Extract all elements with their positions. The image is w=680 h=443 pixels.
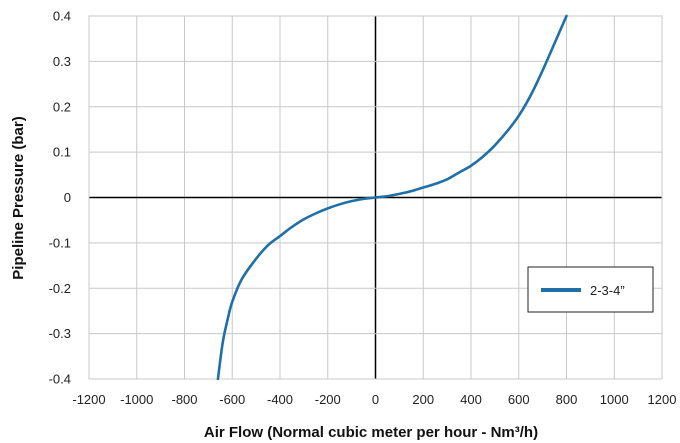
y-tick-label: 0.3	[53, 54, 71, 69]
x-axis-title: Air Flow (Normal cubic meter per hour - …	[204, 424, 538, 441]
x-tick-label: -400	[267, 392, 293, 407]
x-tick-label: -200	[315, 392, 341, 407]
x-tick-label: 0	[372, 392, 379, 407]
y-tick-label: -0.4	[49, 372, 71, 387]
y-tick-label: -0.2	[49, 281, 71, 296]
y-tick-label: 0.2	[53, 99, 71, 114]
x-tick-label: -600	[219, 392, 245, 407]
legend: 2-3-4”	[527, 266, 654, 313]
plot-area-border	[88, 15, 663, 380]
x-tick-label: 800	[556, 392, 578, 407]
legend-label-2-3-4: 2-3-4”	[590, 283, 625, 298]
x-tick-label: 200	[412, 392, 434, 407]
x-tick-label: -1000	[120, 392, 153, 407]
x-tick-label: -800	[171, 392, 197, 407]
y-tick-label: 0	[64, 190, 71, 205]
x-tick-label: 600	[508, 392, 530, 407]
series-line-2-3-4	[216, 14, 568, 381]
y-tick-labels: 0.4 0.3 0.2 0.1 0 -0.1 -0.2 -0.3 -0.4	[49, 9, 71, 387]
y-tick-label: -0.3	[49, 326, 71, 341]
y-tick-label: 0.1	[53, 145, 71, 160]
series-layer	[216, 14, 568, 381]
y-tick-label: 0.4	[53, 9, 71, 24]
x-tick-labels: -1200 -1000 -800 -600 -400 -200 0 200 400 600 800 1…	[72, 392, 676, 407]
x-tick-label: 400	[460, 392, 482, 407]
y-tick-label: -0.1	[49, 235, 71, 250]
x-tick-label: 1200	[648, 392, 677, 407]
x-tick-label: -1200	[72, 392, 105, 407]
x-tick-label: 1000	[600, 392, 629, 407]
y-axis-title: Pipeline Pressure (bar)	[10, 116, 27, 279]
